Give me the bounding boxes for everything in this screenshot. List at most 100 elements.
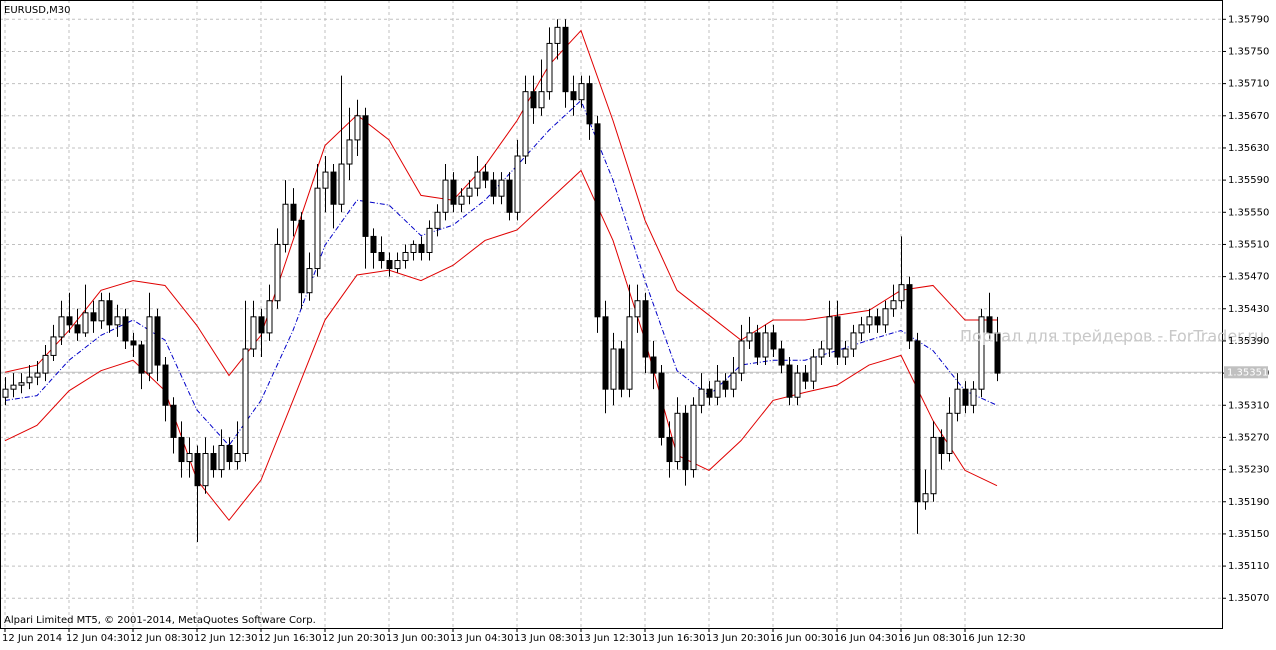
candle-body: [754, 332, 761, 358]
band-upper: [4, 29, 997, 377]
y-tick-label: 1.35070: [1228, 593, 1269, 604]
candle-body: [778, 348, 785, 366]
plot-area: [0, 0, 1222, 628]
candle-body: [722, 380, 729, 390]
candle-body: [274, 243, 281, 302]
plot-border: [0, 0, 1223, 629]
candle-body: [930, 436, 937, 495]
candle-body: [978, 316, 985, 390]
y-tick-label: 1.35470: [1228, 272, 1269, 283]
candle-body: [450, 179, 457, 205]
candle-body: [762, 332, 769, 358]
candle-body: [578, 83, 585, 101]
candle-body: [194, 453, 201, 487]
x-tick-label: 13 Jun 12:30: [578, 633, 642, 644]
candle-body: [818, 348, 825, 358]
candle-body: [146, 316, 153, 374]
y-tick-label: 1.35630: [1228, 143, 1269, 154]
candle-body: [178, 436, 185, 463]
candle-body: [378, 251, 385, 262]
candle-body: [338, 163, 345, 205]
last-price-label: 1.35351: [1227, 367, 1268, 378]
candle-body: [2, 388, 9, 398]
candle-body: [594, 123, 601, 318]
x-tick-label: 16 Jun 08:30: [898, 633, 962, 644]
candle-body: [874, 316, 881, 326]
candle-body: [74, 324, 81, 334]
candle-body: [962, 388, 969, 406]
candle-body: [562, 26, 569, 93]
candle-body: [130, 340, 137, 346]
candle-body: [50, 336, 57, 356]
candle-body: [794, 372, 801, 398]
candle-body: [882, 308, 889, 326]
candle-body: [634, 300, 641, 318]
candle-body: [602, 316, 609, 390]
candle-body: [586, 83, 593, 125]
candle-body: [530, 91, 537, 109]
candle-body: [266, 300, 273, 334]
last-price-box: [1224, 366, 1268, 379]
candle-body: [786, 364, 793, 398]
footer: Alpari Limited MT5, © 2001-2014, MetaQuo…: [4, 615, 316, 626]
candle-body: [402, 251, 409, 262]
candle-body: [898, 284, 905, 302]
candle-body: [922, 493, 929, 503]
candle-body: [498, 179, 505, 197]
y-tick-label: 1.35790: [1228, 14, 1269, 25]
candle-body: [162, 364, 169, 406]
x-tick-label: 12 Jun 04:30: [66, 633, 130, 644]
y-tick-label: 1.35390: [1228, 336, 1269, 347]
x-tick-label: 13 Jun 16:30: [642, 633, 706, 644]
candle-body: [82, 312, 89, 334]
x-tick-label: 12 Jun 08:30: [130, 633, 194, 644]
candle-body: [682, 412, 689, 471]
candle-body: [570, 91, 577, 101]
x-tick-label: 16 Jun 12:30: [962, 633, 1026, 644]
candle-body: [42, 354, 49, 374]
candle-body: [554, 26, 561, 44]
candle-body: [490, 179, 497, 197]
candle-body: [362, 115, 369, 237]
candle-body: [866, 316, 873, 326]
chart-title: EURUSD,M30: [4, 5, 70, 16]
candle-body: [154, 316, 161, 366]
candle-body: [658, 372, 665, 438]
candle-body: [706, 388, 713, 398]
candle-body: [994, 332, 1001, 374]
candle-body: [298, 219, 305, 294]
y-tick-label: 1.35750: [1228, 46, 1269, 57]
candle-body: [466, 187, 473, 197]
y-tick-label: 1.35430: [1228, 304, 1269, 315]
x-tick-label: 12 Jun 16:30: [258, 633, 322, 644]
y-tick-label: 1.35150: [1228, 529, 1269, 540]
candle-body: [890, 300, 897, 310]
watermark: Портал для трейдеров - ForTrader.ru: [960, 327, 1264, 346]
candle-body: [122, 316, 129, 342]
y-tick-label: 1.35310: [1228, 400, 1269, 411]
candle-body: [138, 344, 145, 374]
x-tick-label: 13 Jun 20:30: [706, 633, 770, 644]
candle-body: [618, 348, 625, 390]
candle-body: [202, 453, 209, 487]
x-tick-label: 12 Jun 2014: [2, 633, 62, 644]
candle-body: [170, 404, 177, 438]
x-tick-label: 13 Jun 08:30: [514, 633, 578, 644]
candle-body: [690, 404, 697, 471]
candle-body: [10, 384, 17, 390]
candle-body: [66, 316, 73, 326]
candle-body: [242, 348, 249, 455]
x-tick-label: 13 Jun 00:30: [386, 633, 450, 644]
candle-body: [418, 243, 425, 253]
candle-body: [234, 453, 241, 463]
candle-body: [538, 91, 545, 109]
candle-body: [810, 356, 817, 382]
candle-body: [506, 179, 513, 213]
x-tick-label: 16 Jun 00:30: [770, 633, 834, 644]
candle-body: [458, 195, 465, 205]
y-tick-label: 1.35190: [1228, 497, 1269, 508]
candle-body: [746, 332, 753, 342]
candle-body: [474, 171, 481, 189]
candle-body: [250, 316, 257, 350]
